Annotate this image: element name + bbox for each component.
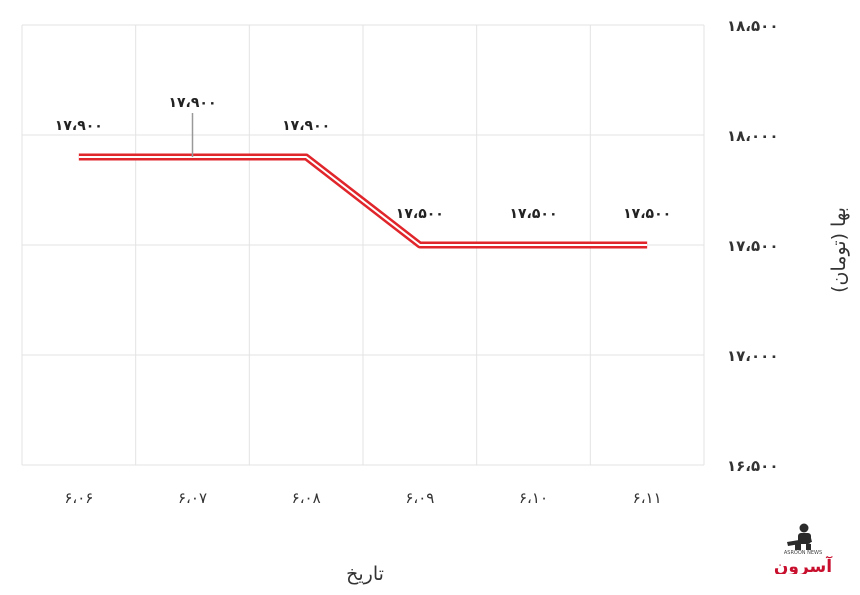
data-labels: ۱۷،۹۰۰ ۱۷،۹۰۰ ۱۷،۹۰۰ ۱۷،۵۰۰ ۱۷،۵۰۰ ۱۷،۵۰۰: [55, 95, 671, 222]
data-label: ۱۷،۹۰۰: [282, 118, 330, 134]
logo-wordmark: آسرون: [774, 555, 833, 574]
data-label: ۱۷،۵۰۰: [509, 206, 557, 222]
series-line-inner: [78, 156, 648, 246]
y-axis-ticks: ۱۸،۵۰۰ ۱۸،۰۰۰ ۱۷،۵۰۰ ۱۷،۰۰۰ ۱۶،۵۰۰: [727, 17, 778, 475]
data-label: ۱۷،۵۰۰: [396, 206, 444, 222]
y-tick-label: ۱۸،۵۰۰: [727, 17, 778, 35]
data-label: ۱۷،۹۰۰: [168, 95, 216, 111]
y-tick-label: ۱۶،۵۰۰: [727, 457, 778, 475]
x-axis-ticks: ۶،۰۶ ۶،۰۷ ۶،۰۸ ۶،۰۹ ۶،۱۰ ۶،۱۱: [64, 489, 661, 507]
x-tick-label: ۶،۰۹: [405, 489, 434, 507]
x-tick-label: ۶،۱۰: [519, 489, 548, 507]
data-label: ۱۷،۵۰۰: [623, 206, 671, 222]
x-tick-label: ۶،۰۶: [64, 489, 93, 507]
price-line: [78, 153, 648, 249]
x-axis-title: تاریخ: [346, 563, 384, 585]
x-tick-label: ۶،۰۷: [178, 489, 207, 507]
y-tick-label: ۱۷،۰۰۰: [727, 347, 778, 365]
y-axis-title: بها (تومان): [828, 207, 850, 293]
y-tick-label: ۱۷،۵۰۰: [727, 237, 778, 255]
y-tick-label: ۱۸،۰۰۰: [727, 127, 778, 145]
x-tick-label: ۶،۱۱: [633, 489, 662, 507]
asroon-logo: ASROON NEWS آسرون: [774, 523, 833, 574]
x-tick-label: ۶،۰۸: [292, 489, 321, 507]
logo-subtext: ASROON NEWS: [784, 550, 822, 556]
data-label: ۱۷،۹۰۰: [55, 118, 103, 134]
logo-figure-icon: [787, 523, 812, 550]
